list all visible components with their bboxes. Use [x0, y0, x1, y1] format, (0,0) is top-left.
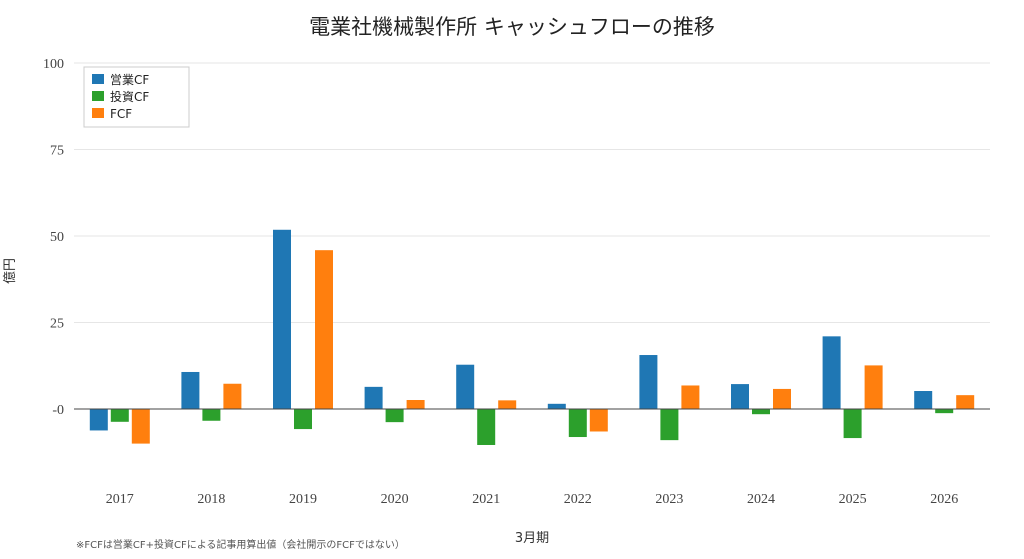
bar-営業CF-2020 — [364, 386, 383, 409]
y-tick-labels: -0 25 50 75 100 — [43, 57, 64, 418]
x-tick-label: 2019 — [289, 492, 317, 507]
y-tick-label: 100 — [43, 57, 64, 72]
legend-swatch — [92, 74, 104, 84]
bar-営業CF-2025 — [822, 336, 841, 409]
bar-投資CF-2025 — [843, 409, 862, 439]
y-axis-label: 億円 — [2, 258, 18, 284]
bar-投資CF-2021 — [477, 409, 496, 445]
bar-営業CF-2017 — [89, 409, 108, 431]
bar-投資CF-2024 — [752, 409, 770, 415]
bar-投資CF-2020 — [385, 409, 404, 423]
bar-営業CF-2018 — [181, 371, 200, 409]
x-axis-label: 3月期 — [515, 531, 549, 546]
x-tick-label: 2017 — [106, 492, 134, 507]
bar-投資CF-2018 — [202, 409, 221, 421]
legend: 営業CF 投資CF FCF — [83, 66, 190, 128]
footnote: ※FCFは営業CF+投資CFによる記事用算出値（会社開示のFCFではない） — [76, 538, 405, 551]
x-tick-label: 2020 — [381, 492, 409, 507]
bar-営業CF-2024 — [731, 384, 749, 409]
y-tick-label: 75 — [50, 144, 64, 159]
x-tick-label: 2024 — [747, 492, 775, 507]
legend-swatch — [92, 108, 104, 118]
x-tick-label: 2025 — [839, 492, 867, 507]
bars — [89, 229, 975, 445]
legend-label: 投資CF — [110, 89, 149, 104]
x-tick-labels: 2017 2018 2019 2020 2021 2022 2023 2024 2025 2026 — [106, 492, 958, 507]
gridlines — [74, 62, 990, 323]
bar-投資CF-2026 — [935, 409, 954, 414]
x-tick-label: 2022 — [564, 492, 592, 507]
x-tick-label: 2026 — [930, 492, 958, 507]
bar-営業CF-2021 — [456, 364, 475, 409]
bar-投資CF-2023 — [660, 409, 679, 441]
bar-営業CF-2023 — [639, 355, 658, 409]
bar-FCF-2026 — [956, 395, 975, 409]
y-tick-label: -0 — [52, 403, 64, 418]
x-tick-label: 2023 — [655, 492, 683, 507]
legend-label: FCF — [110, 107, 132, 121]
legend-label: 営業CF — [110, 73, 149, 87]
bar-FCF-2021 — [498, 400, 517, 409]
x-tick-label: 2021 — [472, 492, 500, 507]
bar-FCF-2022 — [589, 409, 608, 432]
bar-投資CF-2019 — [294, 409, 312, 430]
bar-FCF-2023 — [681, 385, 700, 409]
bar-FCF-2020 — [406, 400, 425, 409]
bar-営業CF-2026 — [914, 391, 933, 409]
y-tick-label: 25 — [50, 317, 64, 332]
bar-FCF-2017 — [131, 409, 150, 444]
bar-FCF-2019 — [315, 250, 333, 409]
chart-title: 電業社機械製作所 キャッシュフローの推移 — [309, 15, 715, 39]
legend-swatch — [92, 91, 104, 101]
y-tick-label: 50 — [50, 230, 64, 245]
bar-FCF-2024 — [773, 388, 791, 409]
bar-FCF-2025 — [864, 365, 883, 409]
bar-投資CF-2022 — [568, 409, 587, 438]
x-tick-label: 2018 — [197, 492, 225, 507]
bar-FCF-2018 — [223, 383, 242, 409]
bar-営業CF-2019 — [273, 229, 291, 409]
bar-営業CF-2022 — [547, 403, 566, 409]
bar-投資CF-2017 — [110, 409, 129, 422]
